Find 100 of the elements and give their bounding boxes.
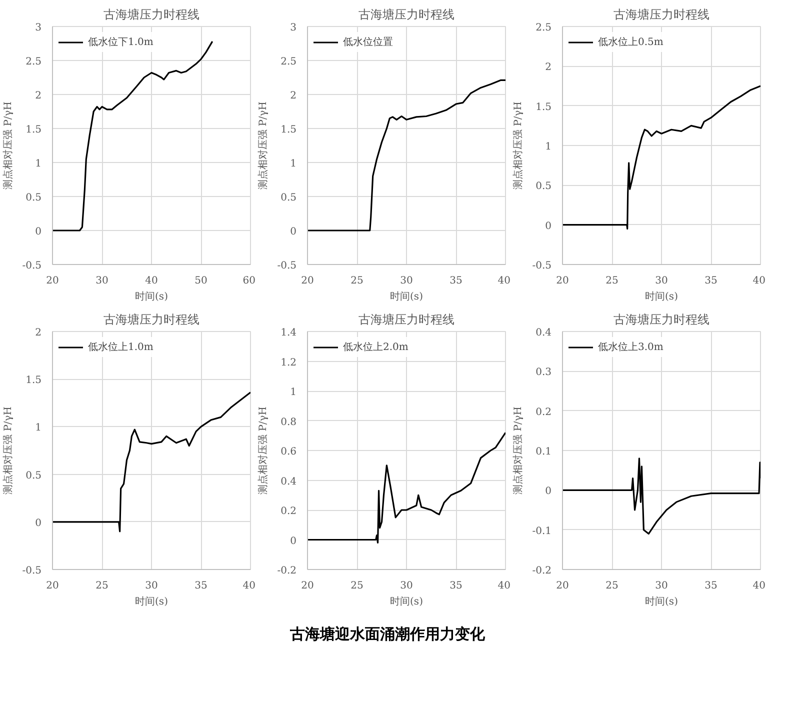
x-tick-label: 20 [301, 276, 314, 286]
y-tick-label: -0.2 [277, 566, 297, 576]
chart-title: 古海塘压力时程线 [358, 8, 454, 22]
y-axis-title: 测点相对压强 P/γH [2, 101, 14, 190]
chart-title: 古海塘压力时程线 [104, 312, 200, 326]
x-tick-label: 20 [556, 580, 569, 592]
y-tick-label: 2.5 [26, 56, 42, 68]
legend-label: 低水位上0.5m [598, 36, 664, 49]
y-tick-label: 2 [35, 328, 42, 338]
y-tick-label: 3 [290, 22, 297, 34]
y-tick-label: -0.5 [22, 260, 42, 272]
y-tick-label: 2 [290, 90, 297, 102]
x-tick-label: 40 [752, 276, 766, 286]
y-tick-label: 2 [545, 62, 552, 74]
x-axis-title: 时间(s) [135, 596, 168, 608]
x-tick-label: 25 [606, 580, 618, 592]
y-tick-label: 0.4 [536, 328, 552, 338]
x-tick-label: 30 [655, 580, 668, 592]
y-tick-label: 1.5 [26, 124, 42, 136]
x-tick-label: 40 [242, 580, 256, 592]
y-tick-label: 1 [35, 422, 42, 434]
y-tick-label: -0.1 [532, 526, 552, 537]
x-axis-title: 时间(s) [645, 596, 678, 608]
y-tick-label: -0.5 [22, 566, 42, 576]
x-tick-label: 25 [606, 276, 618, 286]
x-tick-label: 30 [655, 276, 668, 286]
x-tick-label: 35 [450, 580, 462, 592]
y-tick-label: 0.5 [280, 192, 297, 204]
legend-label: 低水位下1.0m [88, 36, 154, 49]
x-tick-label: 20 [46, 580, 59, 592]
y-tick-label: -0.2 [532, 566, 552, 576]
y-tick-label: 0 [290, 536, 297, 547]
y-tick-label: 1 [290, 387, 297, 398]
y-tick-label: 0.5 [536, 181, 552, 192]
y-tick-label: 1.4 [280, 328, 297, 338]
y-tick-label: 1 [545, 142, 552, 152]
y-tick-label: 2.5 [280, 56, 297, 68]
legend-label: 低水位位置 [343, 36, 393, 49]
y-axis-title: 测点相对压强 P/γH [257, 101, 270, 190]
x-tick-label: 35 [450, 276, 462, 286]
chart-title: 古海塘压力时程线 [614, 8, 710, 22]
x-tick-label: 20 [46, 276, 59, 286]
x-tick-label: 30 [400, 276, 413, 286]
y-tick-label: 1.5 [280, 124, 297, 136]
y-tick-label: 0.4 [280, 476, 297, 488]
x-tick-label: 35 [704, 580, 718, 592]
x-tick-label: 60 [242, 276, 256, 286]
legend-label: 低水位上3.0m [598, 340, 664, 354]
y-tick-label: -0.5 [277, 260, 297, 272]
y-tick-label: 0 [35, 518, 42, 529]
x-tick-label: 40 [145, 276, 158, 286]
x-axis-title: 时间(s) [645, 290, 678, 302]
y-tick-label: 0.6 [280, 446, 297, 458]
chart-title: 古海塘压力时程线 [358, 312, 454, 326]
y-axis-title: 测点相对压强 P/γH [512, 101, 524, 190]
x-tick-label: 35 [704, 276, 718, 286]
y-tick-label: -0.5 [532, 260, 552, 272]
y-tick-label: 0 [545, 220, 552, 232]
x-tick-label: 30 [96, 276, 108, 286]
x-tick-label: 30 [145, 580, 158, 592]
y-tick-label: 1 [35, 158, 42, 170]
y-tick-label: 0.1 [536, 446, 552, 458]
y-tick-label: 3 [35, 22, 42, 34]
y-tick-label: 2 [35, 90, 42, 102]
y-axis-title: 测点相对压强 P/γH [512, 406, 524, 494]
x-axis-title: 时间(s) [390, 596, 424, 608]
x-tick-label: 20 [556, 276, 569, 286]
y-tick-label: 0.5 [26, 470, 42, 482]
x-tick-label: 40 [498, 276, 511, 286]
y-tick-label: 0.8 [280, 416, 297, 428]
y-tick-label: 1.5 [536, 102, 552, 113]
x-tick-label: 35 [194, 580, 208, 592]
x-tick-label: 25 [350, 276, 364, 286]
y-tick-label: 0 [290, 226, 297, 238]
legend-label: 低水位上1.0m [88, 340, 154, 354]
y-tick-label: 0 [35, 226, 42, 238]
x-axis-title: 时间(s) [135, 290, 168, 302]
x-tick-label: 20 [301, 580, 314, 592]
x-tick-label: 25 [96, 580, 108, 592]
y-tick-label: 1.5 [26, 375, 42, 386]
x-tick-label: 30 [400, 580, 413, 592]
y-tick-label: 0 [545, 486, 552, 498]
x-tick-label: 40 [752, 580, 766, 592]
y-tick-label: 0.5 [26, 192, 42, 204]
y-axis-title: 测点相对压强 P/γH [257, 406, 270, 494]
y-axis-title: 测点相对压强 P/γH [2, 406, 14, 494]
x-tick-label: 40 [498, 580, 511, 592]
legend-label: 低水位上2.0m [343, 340, 408, 354]
y-tick-label: 0.2 [280, 506, 297, 517]
chart-title: 古海塘压力时程线 [104, 8, 200, 22]
y-tick-label: 1 [290, 158, 297, 170]
y-tick-label: 2.5 [536, 22, 552, 34]
x-tick-label: 50 [194, 276, 208, 286]
y-tick-label: 0.2 [536, 406, 552, 418]
text: 古海塘迎水面涌潮作用力变化 [290, 624, 485, 645]
x-axis-title: 时间(s) [390, 290, 424, 302]
y-tick-label: 1.2 [280, 357, 297, 368]
y-tick-label: 0.3 [536, 367, 552, 378]
x-tick-label: 25 [350, 580, 364, 592]
chart-title: 古海塘压力时程线 [614, 312, 710, 326]
